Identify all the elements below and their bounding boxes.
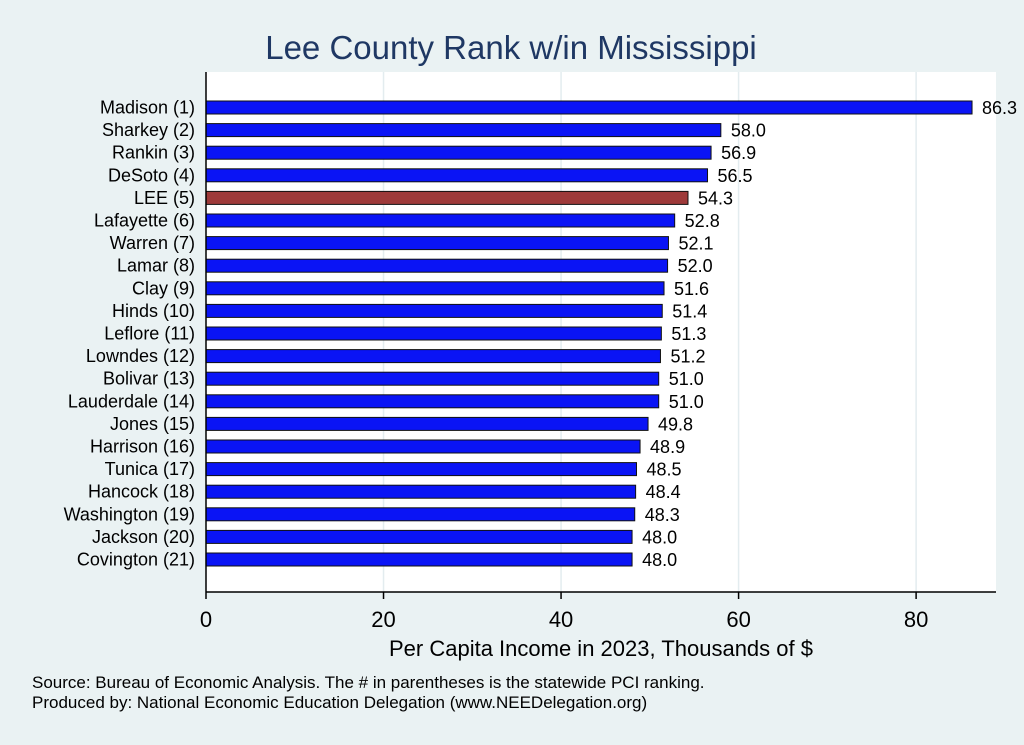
category-label: Washington (19)	[64, 504, 195, 524]
value-label: 49.8	[658, 414, 693, 434]
x-tick-label: 0	[200, 607, 212, 632]
chart-title: Lee County Rank w/in Mississippi	[265, 29, 757, 66]
category-label: Lafayette (6)	[94, 211, 195, 231]
x-tick-label: 40	[549, 607, 573, 632]
bar	[205, 100, 973, 115]
bar	[205, 462, 638, 477]
category-label: Lowndes (12)	[86, 346, 195, 366]
bar	[205, 371, 660, 386]
value-label: 51.0	[669, 392, 704, 412]
category-label: Bolivar (13)	[103, 369, 195, 389]
category-label: Sharkey (2)	[102, 120, 195, 140]
x-tick-label: 20	[371, 607, 395, 632]
category-label: Lauderdale (14)	[68, 391, 195, 411]
category-label: LEE (5)	[134, 188, 195, 208]
bar	[205, 484, 637, 499]
value-label: 51.0	[669, 369, 704, 389]
category-label: Jackson (20)	[92, 527, 195, 547]
value-label: 52.1	[678, 234, 713, 254]
category-label: DeSoto (4)	[108, 165, 195, 185]
category-label: Hinds (10)	[112, 301, 195, 321]
value-label: 48.0	[642, 550, 677, 570]
category-label: Madison (1)	[100, 98, 195, 118]
bar	[205, 439, 641, 454]
bar	[205, 529, 633, 544]
bar	[205, 123, 722, 138]
value-label: 52.0	[678, 256, 713, 276]
bar	[205, 281, 665, 296]
category-label: Hancock (18)	[88, 482, 195, 502]
produced-by-note: Produced by: National Economic Education…	[32, 693, 647, 712]
value-label: 48.9	[650, 437, 685, 457]
value-label: 51.4	[672, 301, 707, 321]
bar	[205, 552, 633, 567]
value-label: 52.8	[685, 211, 720, 231]
value-label: 48.5	[647, 460, 682, 480]
category-label: Clay (9)	[132, 278, 195, 298]
value-label: 56.5	[718, 166, 753, 186]
source-note: Source: Bureau of Economic Analysis. The…	[32, 673, 705, 692]
value-label: 56.9	[721, 143, 756, 163]
category-label: Leflore (11)	[104, 324, 195, 344]
category-label: Harrison (16)	[90, 437, 195, 457]
value-labels: 86.3 58.056.9 56.554.3 52.8 52.152.0 51.651.4…	[642, 98, 1017, 570]
category-label: Lamar (8)	[117, 256, 195, 276]
value-label: 58.0	[731, 121, 766, 141]
bar	[205, 326, 662, 341]
bar	[205, 236, 669, 251]
category-labels: Madison (1)Sharkey (2) Rankin (3)DeSoto (…	[64, 98, 195, 570]
bar	[205, 416, 649, 431]
value-label: 48.3	[645, 505, 680, 525]
value-label: 48.0	[642, 527, 677, 547]
bar-highlight	[205, 190, 689, 205]
category-label: Covington (21)	[77, 550, 195, 570]
bar	[205, 394, 660, 409]
value-label: 48.4	[646, 482, 681, 502]
bar	[205, 145, 712, 160]
value-label: 51.6	[674, 279, 709, 299]
bar	[205, 507, 636, 522]
category-label: Tunica (17)	[105, 459, 195, 479]
value-label: 54.3	[698, 188, 733, 208]
x-tick-label: 60	[726, 607, 750, 632]
value-label: 86.3	[982, 98, 1017, 118]
bar	[205, 303, 663, 318]
bar	[205, 213, 676, 228]
x-axis-title: Per Capita Income in 2023, Thousands of …	[389, 636, 813, 661]
x-tick-label: 80	[904, 607, 928, 632]
value-label: 51.3	[671, 324, 706, 344]
bars	[205, 100, 973, 567]
bar	[205, 258, 669, 273]
bar	[205, 168, 709, 183]
category-label: Warren (7)	[110, 233, 195, 253]
category-label: Jones (15)	[110, 414, 195, 434]
bar	[205, 349, 661, 364]
value-label: 51.2	[670, 347, 705, 367]
category-label: Rankin (3)	[112, 143, 195, 163]
axes: 0 20 40 60 80	[200, 72, 996, 632]
